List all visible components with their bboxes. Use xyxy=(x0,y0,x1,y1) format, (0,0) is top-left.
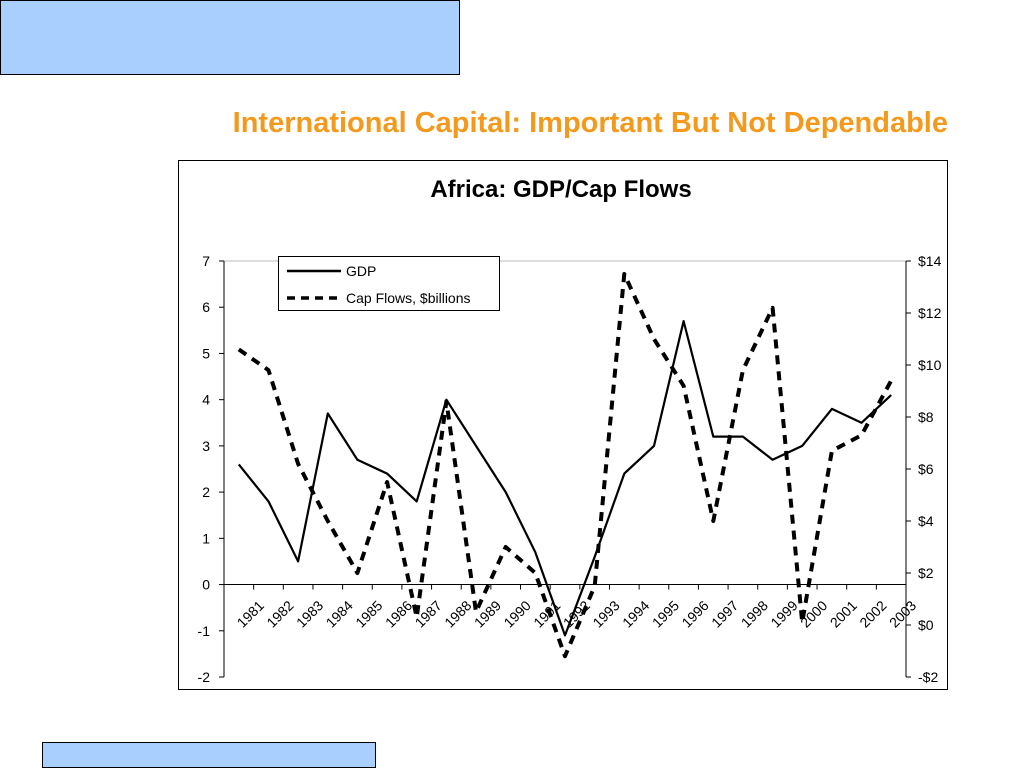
series-line-gdp xyxy=(237,320,892,637)
x-tick-label: 1988 xyxy=(441,597,474,630)
legend-swatch-dashed xyxy=(287,296,341,300)
x-tick-label: 1993 xyxy=(589,597,622,630)
x-tick-label: 1983 xyxy=(293,597,326,630)
y2-tick-label: $6 xyxy=(918,461,934,477)
y2-tick-label: $4 xyxy=(918,513,934,529)
y2-tick-label: $14 xyxy=(918,253,942,269)
y-tick-label: 0 xyxy=(202,577,210,593)
header-decor-box xyxy=(0,0,460,75)
chart-legend: GDP Cap Flows, $billions xyxy=(278,256,500,311)
y2-tick-label: $0 xyxy=(918,617,934,633)
legend-label-cap-flows: Cap Flows, $billions xyxy=(346,290,471,306)
legend-swatch-solid xyxy=(287,269,341,273)
y2-tick-label: $2 xyxy=(918,565,934,581)
legend-item-gdp: GDP xyxy=(287,261,376,281)
y-tick-label: 7 xyxy=(202,253,210,269)
slide-title: International Capital: Important But Not… xyxy=(232,107,948,139)
x-tick-label: 1986 xyxy=(382,597,415,630)
x-tick-label: 1994 xyxy=(619,597,652,630)
y-tick-label: -2 xyxy=(198,669,211,685)
x-tick-label: 1981 xyxy=(234,597,267,630)
legend-label-gdp: GDP xyxy=(346,263,377,279)
y-tick-label: 4 xyxy=(202,392,210,408)
x-tick-label: 1991 xyxy=(530,597,563,630)
x-tick-label: 1996 xyxy=(678,597,711,630)
x-tick-label: 1997 xyxy=(708,597,741,630)
chart-frame: -2 -1 0 1 2 3 4 5 6 7 -$2 $0 $2 $4 $6 $8 $10 $12 $14 1981 19… xyxy=(178,160,948,690)
y-tick-label: 5 xyxy=(202,345,210,361)
y2-tick-label: $10 xyxy=(918,357,942,373)
y-tick-label: -1 xyxy=(198,623,211,639)
y2-tick-label: -$2 xyxy=(918,669,938,685)
x-tick-label: 1990 xyxy=(501,597,534,630)
chart-title: Africa: GDP/Cap Flows xyxy=(430,176,691,203)
y-tick-label: 6 xyxy=(202,299,210,315)
x-tick-label: 1998 xyxy=(738,597,771,630)
x-tick-label: 1995 xyxy=(649,597,682,630)
series-line-cap-flows xyxy=(237,272,893,659)
x-tick-label: 1999 xyxy=(767,597,800,630)
footer-decor-box xyxy=(42,742,376,768)
y-tick-label: 3 xyxy=(202,438,210,454)
x-tick-label: 2003 xyxy=(886,597,919,630)
y-tick-label: 1 xyxy=(202,530,210,546)
chart-svg: -2-101234567-$2$0$2$4$6$8$10$12$14198119… xyxy=(198,176,942,685)
x-tick-label: 2002 xyxy=(856,597,889,630)
x-tick-label: 2001 xyxy=(827,597,860,630)
legend-item-cap-flows: Cap Flows, $billions xyxy=(287,288,471,308)
x-tick-label: 1985 xyxy=(352,597,385,630)
y-tick-label: 2 xyxy=(202,484,210,500)
x-tick-label: 1982 xyxy=(263,597,296,630)
x-tick-label: 1984 xyxy=(323,597,356,630)
y2-tick-label: $12 xyxy=(918,305,942,321)
y2-tick-label: $8 xyxy=(918,409,934,425)
